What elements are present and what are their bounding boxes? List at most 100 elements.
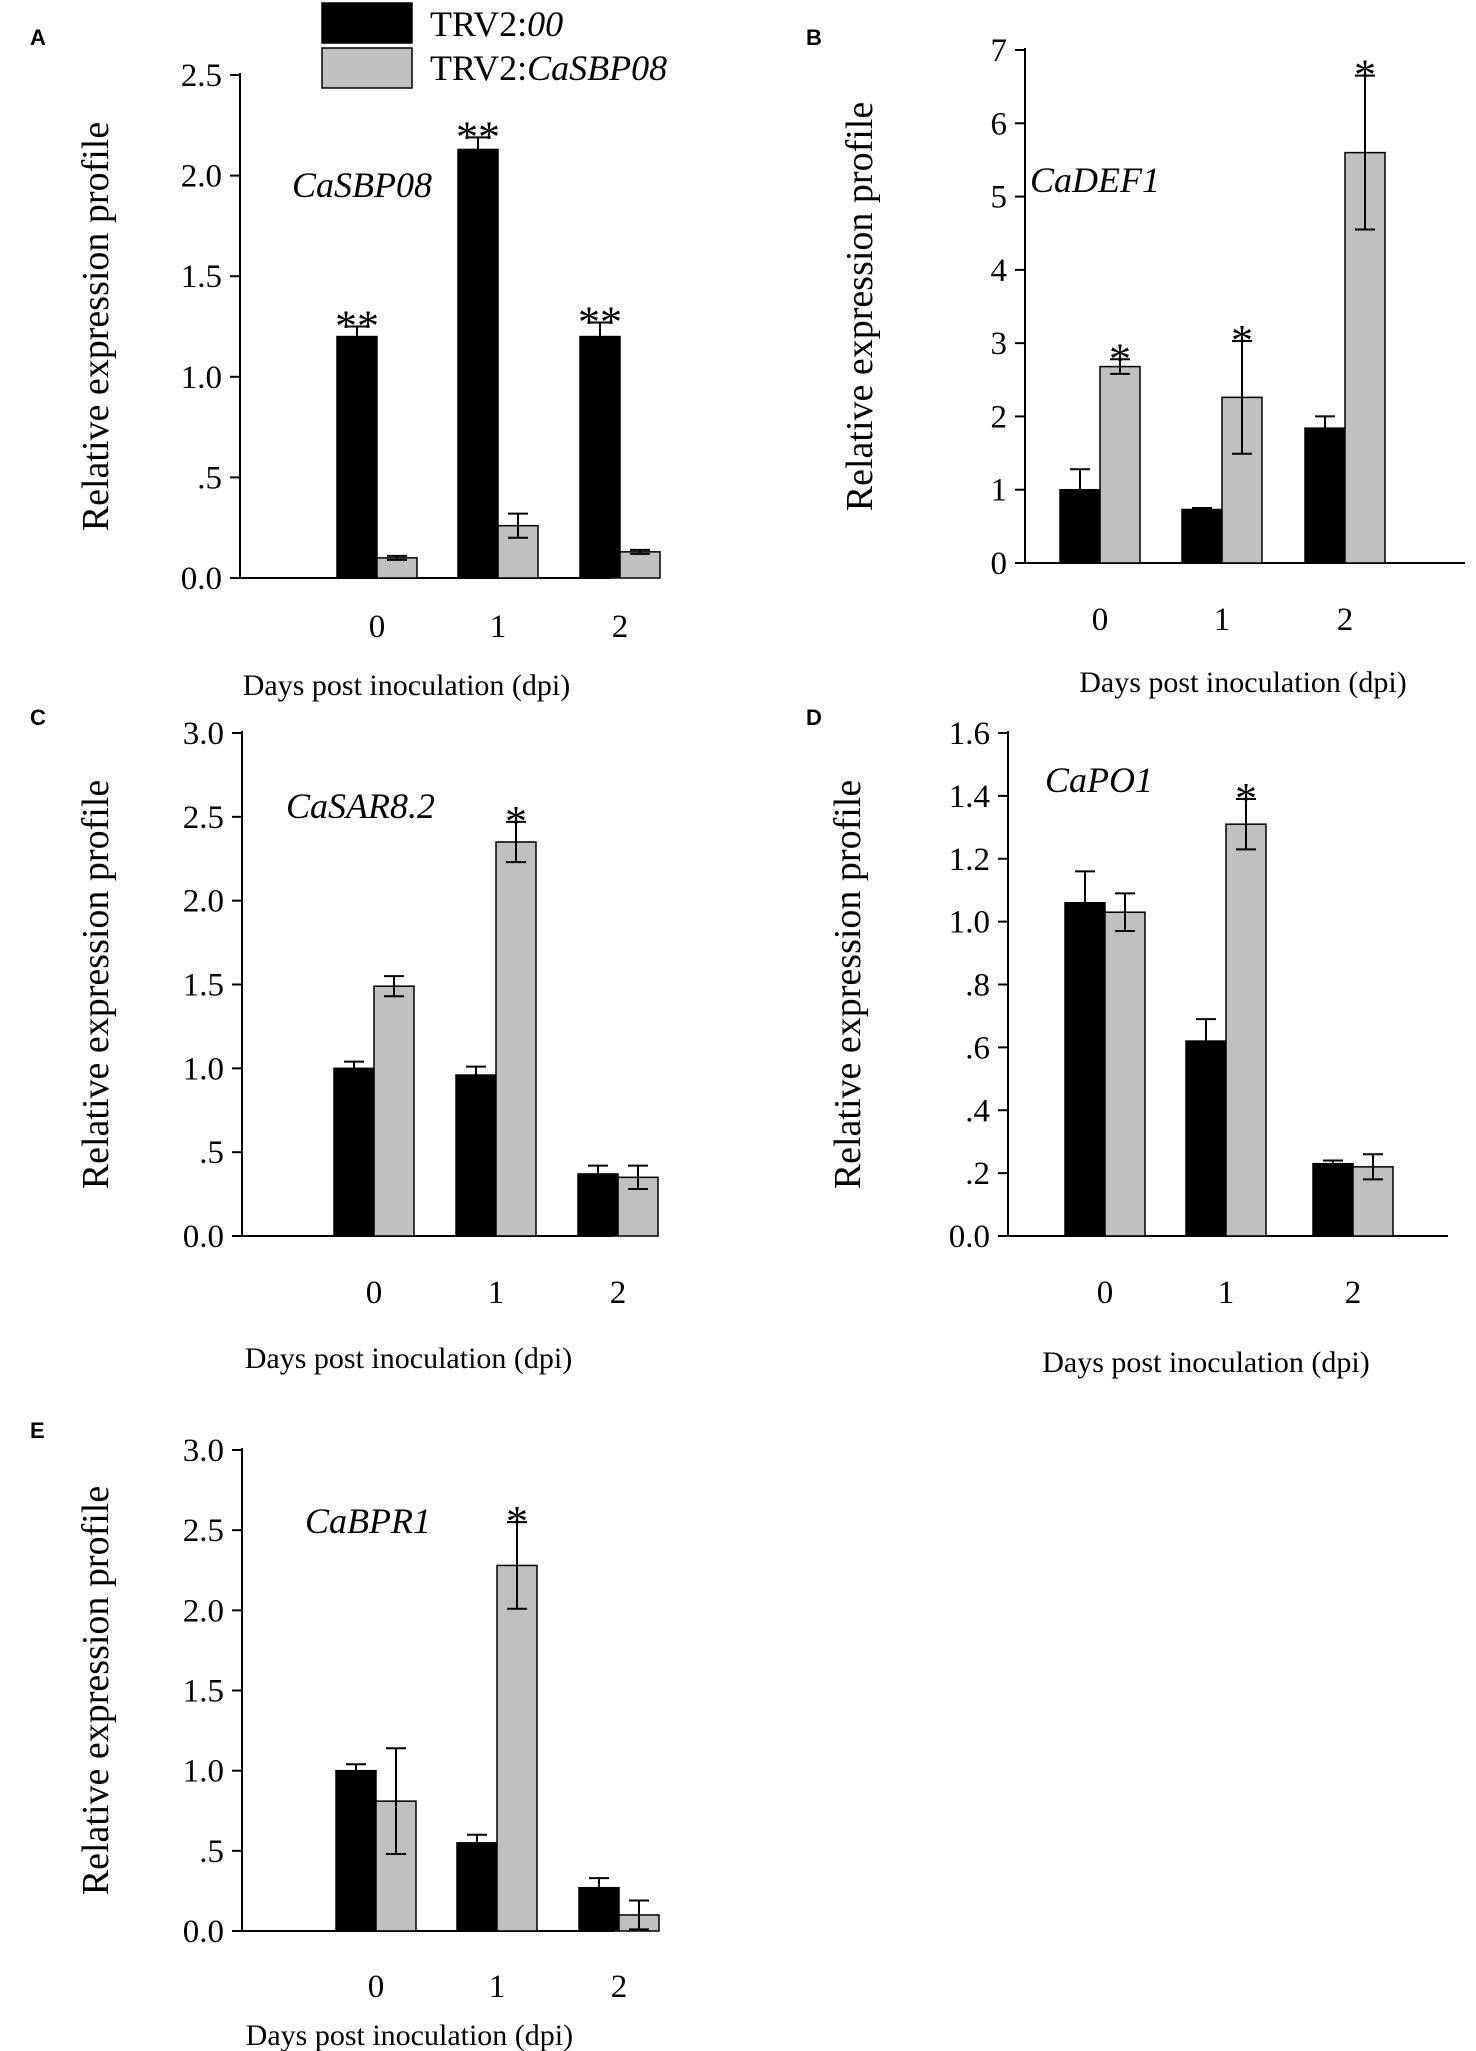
panel-c-bar-s1-c1 — [495, 841, 537, 1237]
panel-c-ytick-label: 2.0 — [183, 884, 224, 920]
panel-c-xtick-label: 1 — [488, 1275, 505, 1311]
panel-c-bar-s0-c0 — [333, 1067, 375, 1237]
panel-e-ytick-label: 3.0 — [183, 1433, 224, 1469]
panel-b-letter: B — [806, 25, 822, 50]
panel-a-significance-mark: ** — [335, 302, 379, 351]
panel-e-bar-s0-c1 — [456, 1842, 498, 1932]
panel-a-bar-s0-c0 — [336, 335, 378, 579]
panel-e-xtick-label: 0 — [368, 1969, 385, 2005]
panel-a-xtick-label: 1 — [490, 609, 507, 645]
panel-b-xtick-label: 1 — [1214, 602, 1231, 638]
panel-a-bar-s0-c1 — [457, 148, 499, 579]
panel-b-bar-s1-c1 — [1221, 396, 1263, 564]
panel-d-significance-mark: * — [1235, 774, 1257, 823]
panel-d-ytick-label: 1.0 — [949, 905, 990, 941]
panel-c-ytick-label: .5 — [199, 1135, 224, 1171]
panel-a-ytick-label: 2.5 — [181, 58, 222, 94]
panel-e-bar-s1-c1 — [496, 1564, 538, 1932]
panel-d-gene-label: CaPO1 — [1045, 760, 1153, 800]
panel-d-ytick-label: .8 — [965, 968, 990, 1004]
legend-label-series-1-italic: CaSBP08 — [527, 48, 667, 88]
panel-e-bar-s0-c0 — [335, 1769, 377, 1932]
panel-c-ytick-label: 1.5 — [183, 968, 224, 1004]
panel-a-gene-label: CaSBP08 — [292, 165, 432, 205]
panel-a-xtick-label: 0 — [369, 609, 386, 645]
panel-b-bar-s0-c2 — [1304, 427, 1346, 564]
panel-c-ytick-label: 2.5 — [183, 800, 224, 836]
panel-d-bar-s1-c0 — [1104, 911, 1146, 1237]
panel-b-ytick-label: 0 — [991, 546, 1008, 582]
panel-a-ytick-label: 2.0 — [181, 159, 222, 195]
panel-c-x-title: Days post inoculation (dpi) — [245, 1342, 572, 1375]
panel-a-bar-s1-c0 — [376, 557, 418, 579]
panel-c-ytick-label: 0.0 — [183, 1219, 224, 1255]
panel-b-significance-mark: * — [1354, 51, 1376, 100]
panel-c-ytick-label: 3.0 — [183, 716, 224, 752]
panel-a-x-title: Days post inoculation (dpi) — [243, 669, 570, 702]
panel-d-ytick-label: 1.4 — [949, 779, 990, 815]
panel-c-ytick-label: 1.0 — [183, 1051, 224, 1087]
panel-c-bar-s0-c1 — [455, 1074, 497, 1237]
panel-e-ytick-label: .5 — [199, 1834, 224, 1870]
panel-d-bar-s0-c2 — [1312, 1162, 1354, 1237]
panel-b-ytick-label: 1 — [991, 473, 1008, 509]
panel-d-bar-s1-c1 — [1225, 823, 1267, 1237]
legend-label-series-0-italic: 00 — [527, 4, 563, 44]
legend-label-series-0: TRV2:00 — [430, 4, 563, 44]
panel-e: E 0.0 .5 1.0 1.5 2.0 2.5 3.0 Relative expression… — [30, 1418, 660, 2051]
panel-d-ytick-label: 1.6 — [949, 716, 990, 752]
panel-a-ytick-label: 1.0 — [181, 360, 222, 396]
panel-e-y-title: Relative expression profile — [75, 1486, 117, 1895]
panel-d-ytick-label: .2 — [965, 1156, 990, 1192]
panel-d-ytick-label: 1.2 — [949, 842, 990, 878]
panel-c: C 0.0 .5 1.0 1.5 2.0 2.5 3.0 Relative expression… — [30, 705, 659, 1375]
panel-c-gene-label: CaSAR8.2 — [286, 786, 435, 826]
panel-b-bar-s1-c0 — [1099, 365, 1141, 564]
panel-a-ytick-label: .5 — [197, 460, 222, 496]
legend-swatch-series-1 — [321, 47, 413, 89]
panel-b-x-title: Days post inoculation (dpi) — [1079, 666, 1406, 699]
panel-b-ytick-label: 5 — [991, 180, 1008, 216]
panel-b-ytick-label: 7 — [991, 33, 1008, 69]
panel-d-x-title: Days post inoculation (dpi) — [1042, 1346, 1369, 1379]
panel-e-significance-mark: * — [506, 1497, 528, 1546]
panel-d-xtick-label: 1 — [1218, 1275, 1235, 1311]
panel-b-ytick-label: 3 — [991, 326, 1008, 362]
panel-e-x-title: Days post inoculation (dpi) — [246, 2019, 573, 2051]
panel-b-xtick-label: 0 — [1092, 602, 1109, 638]
panel-d-xtick-label: 2 — [1345, 1275, 1362, 1311]
panel-a-letter: A — [30, 25, 46, 50]
panel-a-bar-s1-c2 — [619, 551, 661, 579]
panel-b-gene-label: CaDEF1 — [1030, 160, 1160, 200]
panel-c-letter: C — [30, 705, 46, 730]
panel-b-significance-mark: * — [1231, 316, 1253, 365]
panel-a-ytick-label: 1.5 — [181, 259, 222, 295]
legend-label-series-1-prefix: TRV2: — [430, 48, 527, 88]
panel-e-xtick-label: 2 — [611, 1969, 628, 2005]
panel-d-bar-s0-c1 — [1185, 1040, 1227, 1237]
legend-label-series-1: TRV2:CaSBP08 — [430, 48, 667, 88]
panel-c-y-title: Relative expression profile — [75, 780, 117, 1189]
panel-d-ytick-label: .6 — [965, 1030, 990, 1066]
panel-d: D 0.0 .2 .4 .6 .8 1.0 1.2 1.4 1.6 Relative express… — [806, 705, 1448, 1379]
panel-c-significance-mark: * — [505, 797, 527, 846]
legend: TRV2:00 TRV2:CaSBP08 — [321, 2, 667, 89]
panel-e-ytick-label: 2.5 — [183, 1513, 224, 1549]
panel-d-letter: D — [806, 705, 822, 730]
panel-a: A 0.0 .5 1.0 1.5 2.0 2.5 Relative expression pr… — [30, 25, 661, 702]
panel-d-ytick-label: .4 — [965, 1093, 990, 1129]
panel-d-ytick-label: 0.0 — [949, 1219, 990, 1255]
panel-a-xtick-label: 2 — [612, 609, 629, 645]
panel-d-xtick-label: 0 — [1097, 1275, 1114, 1311]
panel-e-gene-label: CaBPR1 — [305, 1501, 431, 1541]
panel-a-bar-s0-c2 — [579, 335, 621, 579]
panel-d-y-title: Relative expression profile — [827, 780, 869, 1189]
panel-b-y-title: Relative expression profile — [839, 102, 881, 511]
legend-label-series-0-prefix: TRV2: — [430, 4, 527, 44]
panel-b-bar-s0-c1 — [1181, 508, 1223, 564]
panel-e-ytick-label: 0.0 — [183, 1914, 224, 1950]
panel-c-xtick-label: 2 — [610, 1275, 627, 1311]
panel-b-ytick-label: 6 — [991, 106, 1008, 142]
panel-d-bar-s0-c0 — [1064, 902, 1106, 1237]
